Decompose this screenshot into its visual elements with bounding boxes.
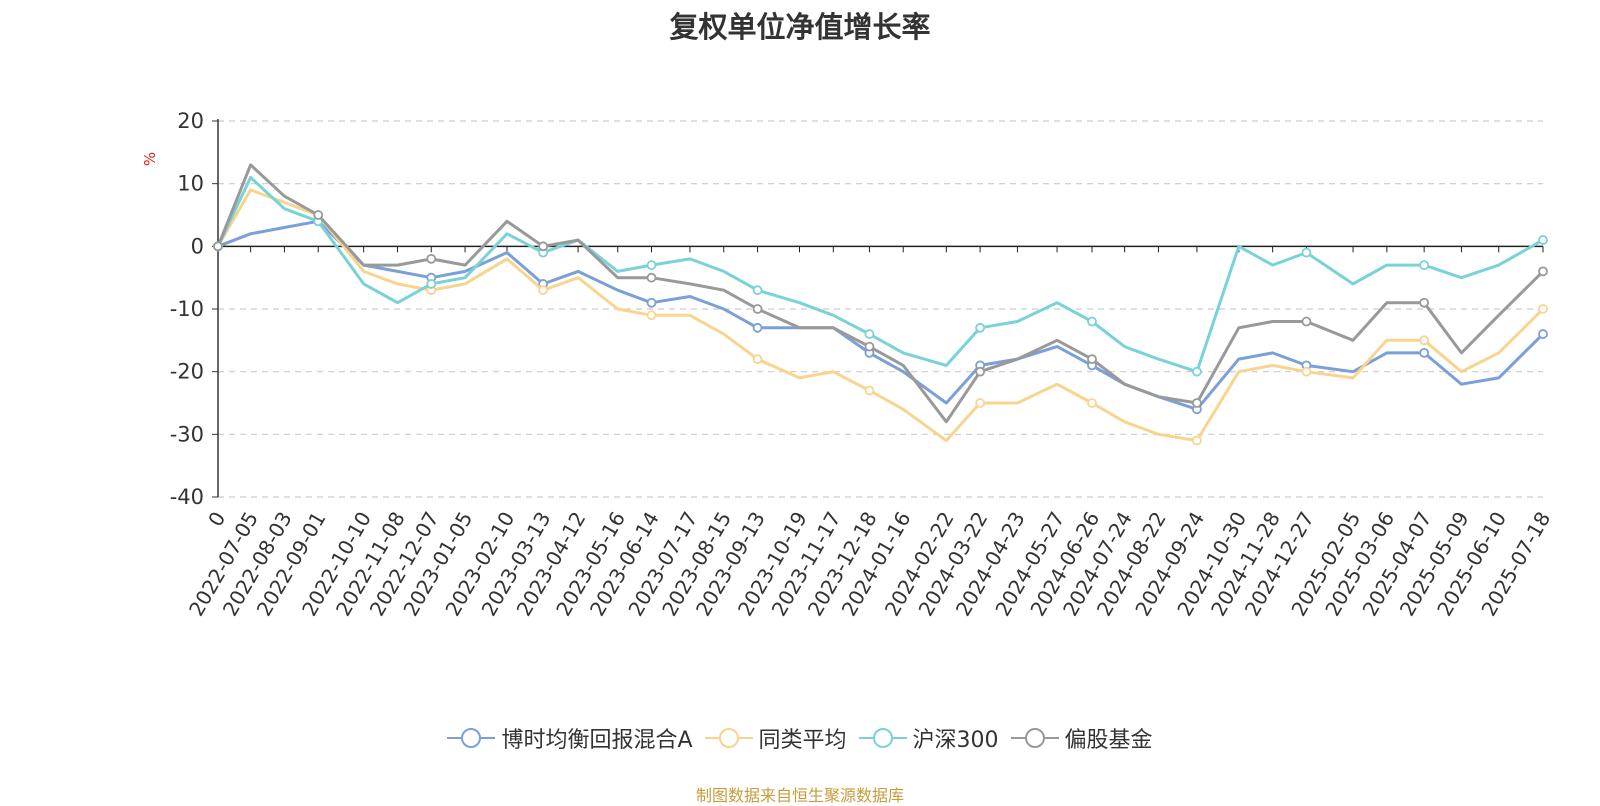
data-point [538, 285, 549, 296]
legend-item-2[interactable]: 沪深300 [858, 722, 999, 754]
data-point [1538, 266, 1548, 277]
data-point [1419, 335, 1430, 346]
data-point [1419, 297, 1430, 308]
data-point [1419, 260, 1430, 271]
data-point [1538, 235, 1548, 245]
data-source-note: 制图数据来自恒生聚源数据库 [695, 786, 904, 805]
chart-title: 复权单位净值增长率 [669, 10, 931, 44]
y-tick-label: 10 [177, 172, 204, 196]
legend: 博时均衡回报混合A 同类平均 沪深300 偏股基金 [0, 722, 1600, 754]
data-point [975, 398, 986, 408]
data-point [213, 241, 223, 252]
legend-label: 偏股基金 [1064, 728, 1153, 753]
legend-marker-icon [704, 726, 753, 750]
legend-item-0[interactable]: 博时均衡回报混合A [447, 722, 693, 754]
data-point [752, 304, 763, 314]
data-point [975, 322, 986, 333]
data-point [864, 385, 875, 396]
data-point [646, 272, 657, 283]
data-point [1301, 316, 1312, 327]
data-point [1419, 347, 1430, 358]
y-tick-label: 0 [191, 234, 204, 258]
y-tick-label: -30 [170, 422, 204, 446]
data-point [752, 322, 763, 333]
data-point [646, 310, 657, 321]
y-tick-label: -20 [170, 360, 204, 384]
y-axis: 20 10 0 -10 -20 -30 -40 [170, 109, 219, 509]
x-axis: 02022-07-052022-08-032022-09-012022-10-1… [184, 245, 1555, 620]
series-lines [213, 163, 1548, 446]
legend-label: 博时均衡回报混合A [501, 728, 693, 753]
series-line-0 [217, 219, 1545, 411]
legend-marker-icon [1010, 726, 1059, 750]
data-point [1301, 247, 1312, 258]
data-point [752, 285, 763, 296]
legend-label: 同类平均 [758, 728, 847, 753]
data-point [646, 260, 657, 271]
legend-marker-icon [447, 726, 496, 750]
data-point [1191, 398, 1202, 408]
data-point [1191, 366, 1202, 377]
x-tick-label: 0 [203, 508, 230, 531]
y-tick-label: -10 [170, 297, 204, 321]
data-point [313, 210, 324, 220]
data-point [975, 366, 986, 377]
data-point [646, 297, 657, 308]
legend-label: 沪深300 [912, 728, 999, 753]
series-line-1 [216, 188, 1545, 443]
legend-item-3[interactable]: 偏股基金 [1010, 722, 1153, 754]
data-point [1538, 329, 1548, 339]
grid-lines [218, 120, 1543, 498]
data-point [538, 241, 549, 252]
legend-item-1[interactable]: 同类平均 [704, 722, 847, 754]
y-tick-label: -40 [170, 485, 204, 509]
data-point [1087, 316, 1097, 327]
data-point [1538, 304, 1548, 314]
data-point [426, 253, 437, 264]
data-point [1087, 354, 1097, 365]
y-tick-label: 20 [177, 109, 204, 133]
data-point [1301, 366, 1312, 377]
data-point [426, 279, 437, 289]
data-point [864, 341, 875, 352]
data-point [864, 329, 875, 339]
legend-marker-icon [858, 726, 907, 750]
data-point [1087, 398, 1097, 408]
data-point [752, 354, 763, 365]
data-point [1191, 435, 1202, 446]
